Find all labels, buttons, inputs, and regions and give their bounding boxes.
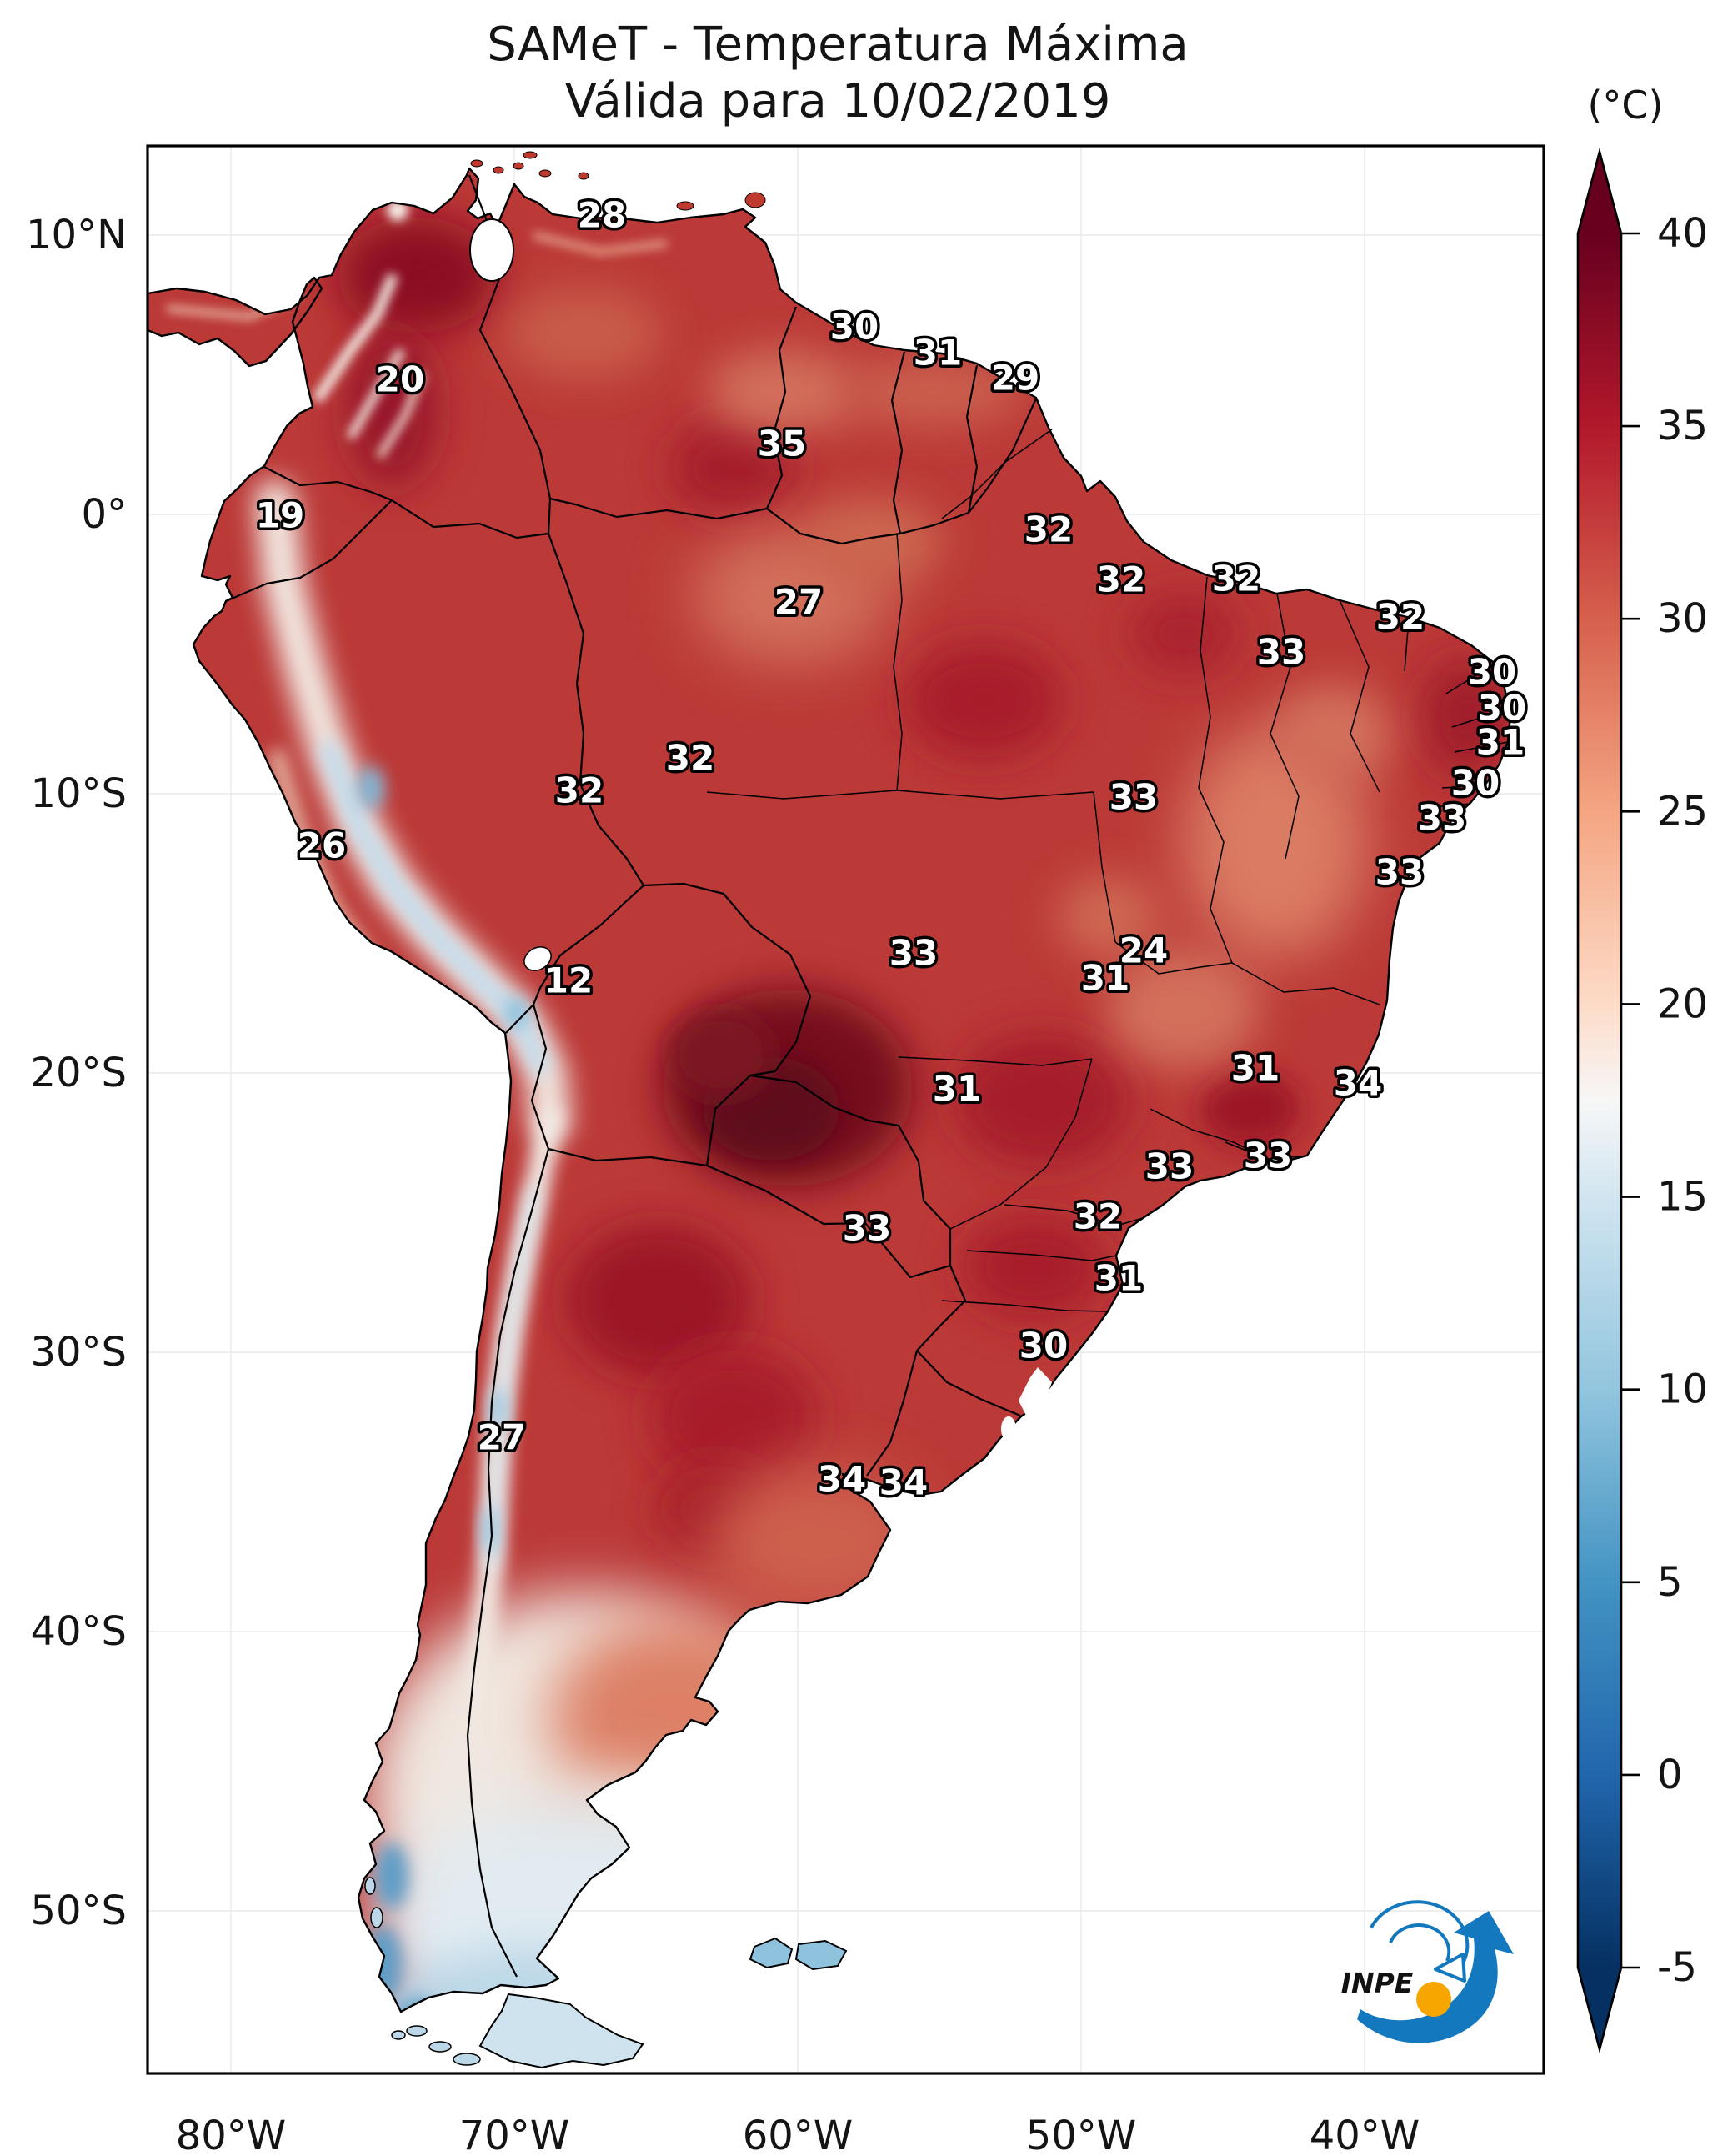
colorbar-lower-extend: [1578, 1968, 1621, 2049]
country-borders: [225, 174, 1038, 2061]
map-panel: 2820193031293532322732333230303130333232…: [146, 144, 1545, 2075]
temperature-value-label: 33: [1418, 798, 1466, 839]
latitude-tick-label: 40°S: [30, 1608, 127, 1655]
temperature-value-label: 33: [1145, 1146, 1194, 1187]
temperature-value-label: 27: [478, 1417, 526, 1458]
fjord-islets: [364, 1877, 481, 2066]
temperature-value-label: 24: [1119, 930, 1168, 971]
temperature-value-label: 30: [1478, 688, 1526, 729]
temperature-value-label: 33: [1375, 852, 1424, 893]
temperature-value-label: 32: [666, 738, 714, 779]
colorbar: (°C) 40 35 30 25 20 15 10 5 0 -5: [1576, 83, 1708, 2054]
temperature-value-label: 33: [1244, 1136, 1292, 1176]
temperature-value-label: 32: [1024, 509, 1073, 550]
figure-title: SAMeT - Temperatura Máxima: [487, 18, 1189, 72]
temperature-value-label: 31: [1094, 1258, 1143, 1299]
temperature-value-label: 34: [879, 1462, 928, 1503]
longitude-axis: 80°W 70°W 60°W 50°W 40°W: [176, 2113, 1420, 2156]
colorbar-tick-label: 30: [1657, 595, 1708, 642]
colorbar-unit-label: (°C): [1587, 83, 1663, 128]
lakes: [469, 218, 1052, 1442]
temperature-value-label: 33: [1109, 777, 1158, 818]
temperature-value-label: 26: [298, 825, 346, 866]
temperature-value-label: 32: [555, 770, 604, 811]
colorbar-tick-label: 20: [1657, 980, 1708, 1027]
figure-subtitle: Válida para 10/02/2019: [565, 74, 1111, 128]
temperature-value-label: 31: [1476, 722, 1525, 763]
temperature-value-label: 19: [256, 495, 304, 536]
colorbar-tick-label: 25: [1657, 788, 1708, 835]
colorbar-tick-label: 40: [1657, 210, 1708, 257]
longitude-tick-label: 60°W: [743, 2113, 854, 2156]
latitude-tick-label: 50°S: [30, 1888, 127, 1934]
temperature-value-label: 30: [830, 307, 879, 348]
temperature-value-label: 32: [1376, 597, 1425, 638]
temperature-value-label: 31: [933, 1069, 981, 1110]
tierra-del-fuego: [478, 1993, 644, 2069]
colorbar-gradient: [1578, 233, 1621, 1968]
longitude-tick-label: 40°W: [1310, 2113, 1420, 2156]
temperature-raster: [146, 151, 1512, 2069]
temperature-value-label: 32: [1074, 1196, 1122, 1237]
colorbar-tick-label: 5: [1657, 1559, 1683, 1606]
temperature-labels: 2820193031293532322732333230303130333232…: [253, 192, 1529, 1506]
temperature-value-label: 34: [818, 1459, 866, 1500]
colorbar-tick-label: 10: [1657, 1366, 1708, 1413]
colorbar-tick-label: 0: [1657, 1752, 1683, 1798]
colorbar-tick-label: 35: [1657, 403, 1708, 449]
temperature-value-label: 12: [544, 960, 593, 1001]
temperature-value-label: 28: [578, 195, 626, 236]
latitude-tick-label: 30°S: [30, 1329, 127, 1376]
temperature-value-label: 33: [889, 933, 938, 974]
longitude-tick-label: 70°W: [459, 2113, 570, 2156]
colorbar-upper-extend: [1578, 152, 1621, 233]
latitude-tick-label: 10°S: [30, 770, 127, 817]
temperature-value-label: 31: [914, 333, 962, 374]
colorbar-tick-label: -5: [1657, 1944, 1697, 1991]
temperature-value-label: 33: [843, 1208, 891, 1249]
inpe-logo-text: INPE: [1341, 1967, 1414, 1999]
latitude-tick-label: 10°N: [26, 212, 127, 258]
falkland-islands: [749, 1937, 848, 1971]
inpe-logo: INPE: [1341, 1900, 1514, 2043]
state-borders: [706, 429, 1509, 1312]
colorbar-tick-label: 15: [1657, 1174, 1708, 1221]
temperature-value-label: 30: [1451, 763, 1500, 804]
temperature-value-label: 35: [758, 424, 806, 464]
temperature-value-label: 32: [1097, 559, 1145, 600]
temperature-value-label: 27: [774, 582, 823, 623]
temperature-value-label: 31: [1081, 958, 1129, 999]
temperature-value-label: 31: [1231, 1048, 1280, 1089]
temperature-value-label: 30: [1019, 1326, 1068, 1366]
latitude-tick-label: 0°: [81, 491, 127, 538]
temperature-value-label: 20: [376, 359, 424, 400]
temperature-value-label: 33: [1257, 632, 1305, 673]
temperature-value-label: 30: [1468, 652, 1516, 693]
latitude-tick-label: 20°S: [30, 1050, 127, 1096]
longitude-tick-label: 80°W: [176, 2113, 287, 2156]
latitude-axis: 10°N 0° 10°S 20°S 30°S 40°S 50°S: [26, 212, 127, 1934]
temperature-value-label: 32: [1212, 559, 1260, 599]
longitude-tick-label: 50°W: [1026, 2113, 1137, 2156]
map-frame: [146, 144, 1545, 2075]
caribbean-islets: [470, 151, 766, 211]
temperature-value-label: 29: [991, 358, 1039, 399]
colorbar-ticks: 40 35 30 25 20 15 10 5 0 -5: [1621, 210, 1708, 1991]
temperature-value-label: 34: [1334, 1063, 1382, 1104]
